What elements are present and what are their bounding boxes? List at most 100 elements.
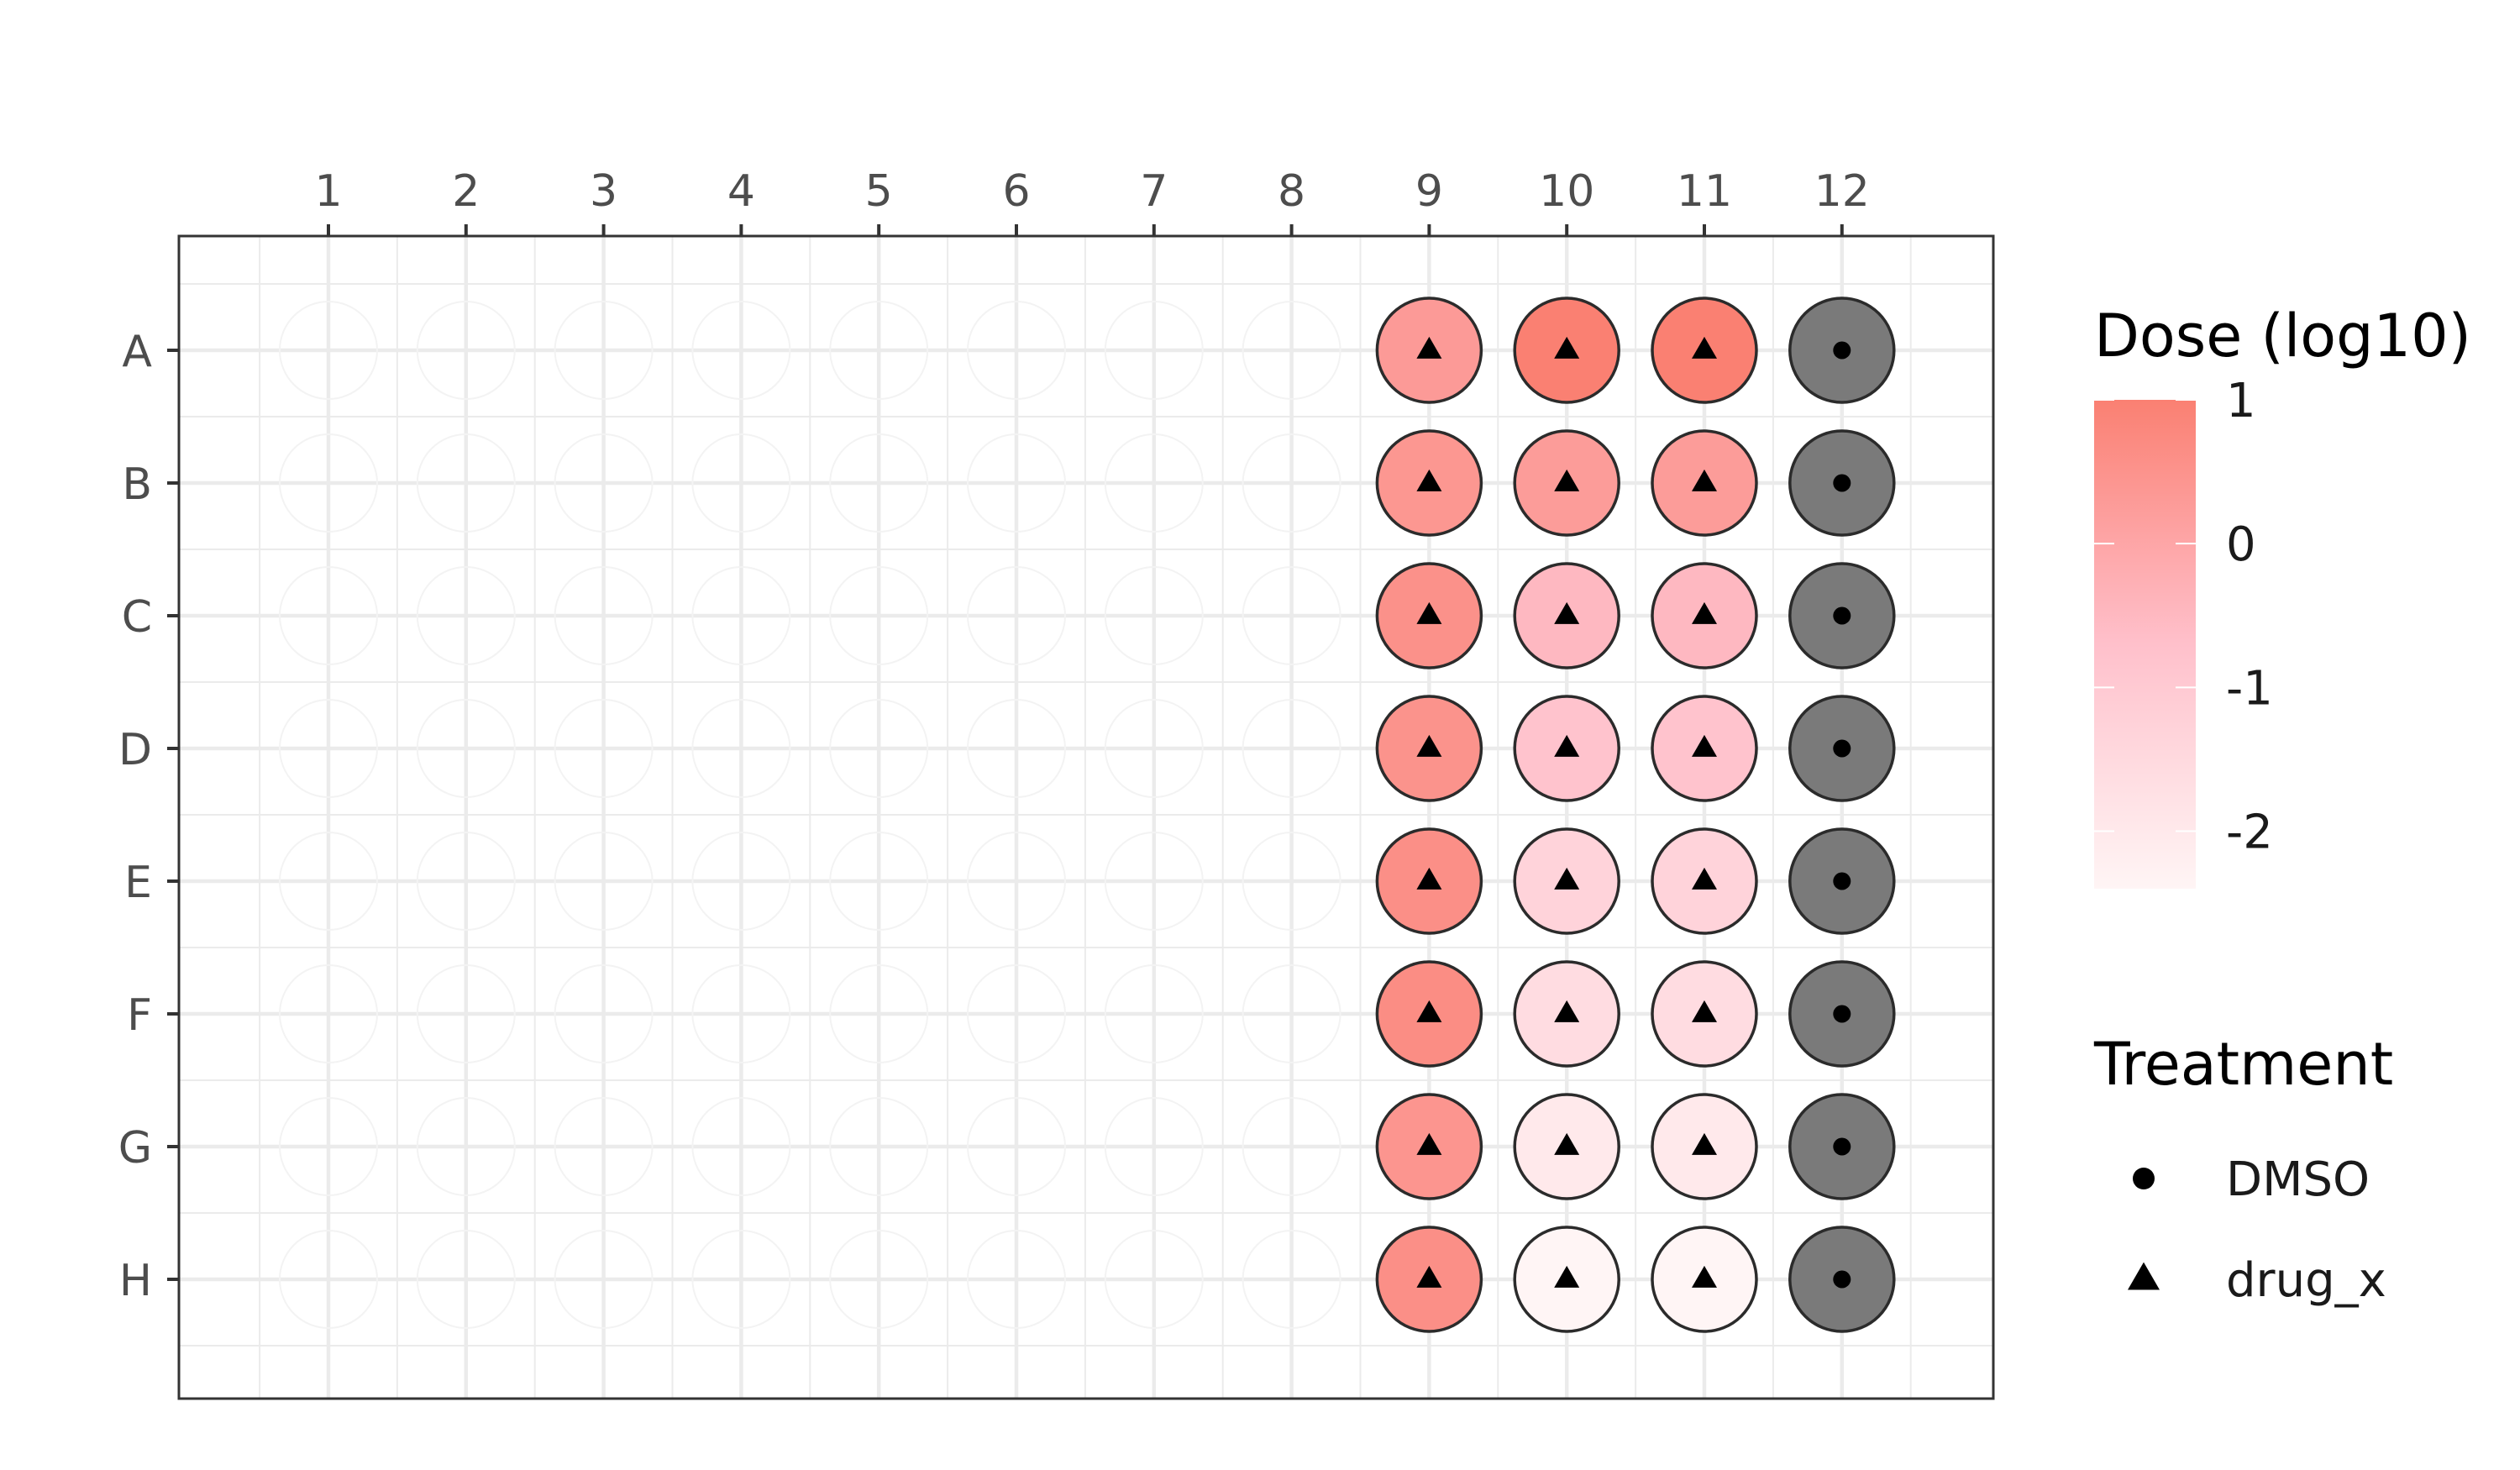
well-C11 [1651,562,1758,669]
x-tick-label: 5 [865,166,893,217]
empty-well [416,301,516,400]
empty-well [1242,1097,1341,1196]
x-tick-label: 12 [1814,166,1870,217]
dot-marker [1833,341,1851,360]
colorbar-label: -2 [2226,806,2273,860]
empty-well [967,433,1066,533]
y-tick-label: A [122,327,152,377]
triangle-marker [1692,1132,1717,1155]
triangle-marker [1554,867,1580,890]
well-C10 [1513,562,1620,669]
empty-well [554,301,654,400]
empty-well [1242,699,1341,798]
triangle-marker [1692,1265,1717,1288]
y-tick-label: H [119,1256,152,1306]
dot-marker [1833,1137,1851,1156]
triangle-marker [1416,336,1442,359]
well-B11 [1651,429,1758,537]
empty-well [829,964,929,1063]
empty-well [967,1230,1066,1329]
well-H12 [1788,1226,1896,1333]
legend-label: drug_x [2226,1253,2386,1308]
well-E11 [1651,827,1758,935]
empty-well [554,699,654,798]
triangle-marker [1692,469,1717,491]
empty-well [416,964,516,1063]
triangle-marker [1416,1265,1442,1288]
panel-background [179,236,1993,1399]
empty-well [1104,433,1204,533]
empty-well [829,566,929,665]
x-tick-label: 10 [1539,166,1594,217]
well-B12 [1788,429,1896,537]
well-E12 [1788,827,1896,935]
well-C12 [1788,562,1896,669]
well-F11 [1651,960,1758,1068]
empty-well [967,566,1066,665]
empty-well [416,433,516,533]
triangle-marker [1416,734,1442,757]
legend-key-drug_x: drug_x [2128,1253,2386,1308]
empty-well [279,1097,378,1196]
empty-well [1104,1097,1204,1196]
y-tick-label: C [122,592,152,643]
empty-well [691,566,791,665]
colorbar [2094,400,2196,889]
empty-well [1104,964,1204,1063]
empty-well [416,1097,516,1196]
triangle-marker [1692,734,1717,757]
empty-well [1242,832,1341,931]
dot-marker [1833,606,1851,625]
empty-well [279,1230,378,1329]
empty-well [416,832,516,931]
triangle-marker [1416,867,1442,890]
well-G10 [1513,1093,1620,1200]
well-G12 [1788,1093,1896,1200]
triangle-marker [1692,1000,1717,1022]
empty-well [279,433,378,533]
empty-well [1242,301,1341,400]
y-tick-label: B [122,459,152,510]
treatment-legend-title: Treatment [2093,1030,2393,1099]
triangle-marker [1692,867,1717,890]
triangle-marker [1416,469,1442,491]
dot-marker [1833,1270,1851,1289]
empty-well [691,699,791,798]
well-H10 [1513,1226,1620,1333]
empty-well [1242,433,1341,533]
empty-well [279,964,378,1063]
empty-well [1104,699,1204,798]
well-D11 [1651,695,1758,802]
empty-well [554,1097,654,1196]
data-wells [1375,297,1896,1333]
empty-wells [279,301,1341,1329]
x-tick-label: 2 [452,166,480,217]
well-D12 [1788,695,1896,802]
triangle-marker [1554,734,1580,757]
colorbar-label: -1 [2226,661,2273,716]
empty-well [691,433,791,533]
x-tick-label: 6 [1002,166,1030,217]
dot-marker [1833,474,1851,492]
well-B9 [1375,429,1483,537]
empty-well [967,1097,1066,1196]
colorbar-label: 0 [2226,517,2256,572]
triangle-marker [1554,1132,1580,1155]
well-A11 [1651,297,1758,404]
empty-well [416,699,516,798]
dot-marker [1833,1005,1851,1023]
well-A10 [1513,297,1620,404]
triangle-marker [1692,336,1717,359]
legend-label: DMSO [2226,1152,2370,1207]
empty-well [967,699,1066,798]
empty-well [554,566,654,665]
empty-well [279,699,378,798]
empty-well [967,301,1066,400]
dot-marker [1833,739,1851,758]
empty-well [1242,566,1341,665]
x-tick-label: 11 [1677,166,1732,217]
empty-well [279,566,378,665]
x-tick-label: 7 [1140,166,1168,217]
